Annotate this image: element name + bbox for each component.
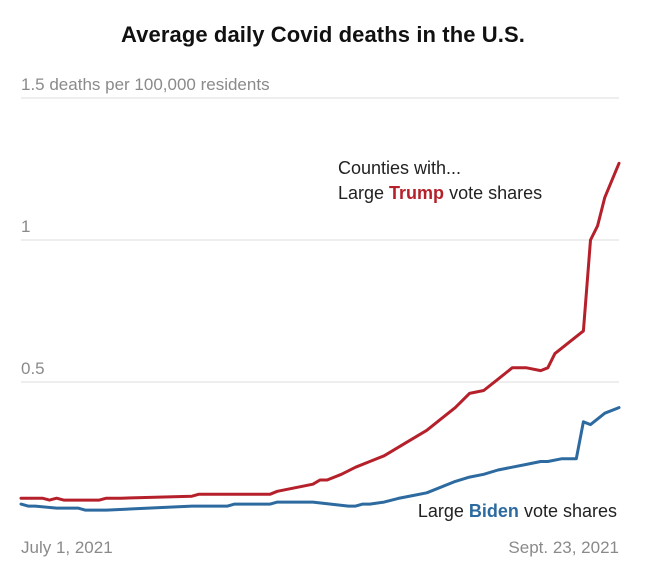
y-tick-label-1: 1 [21,217,30,236]
trump-series-label: Large Trump vote shares [338,183,542,203]
series-lines [19,161,621,512]
trump-label-suffix: vote shares [444,183,542,203]
gridlines [21,97,619,383]
annotation-intro: Counties with... [338,158,461,178]
trump-label-prefix: Large [338,183,389,203]
biden-label-prefix: Large [418,501,469,521]
biden-series-label: Large Biden vote shares [418,501,617,521]
biden-label-highlight: Biden [469,501,519,521]
y-tick-label-2: 0.5 [21,359,45,378]
y-tick-labels: 1.5 deaths per 100,000 residents 1 0.5 [21,75,270,378]
biden-label-suffix: vote shares [519,501,617,521]
x-tick-start: July 1, 2021 [21,538,113,557]
biden-series-line [19,406,621,512]
chart-title: Average daily Covid deaths in the U.S. [121,22,525,47]
y-tick-label-0: 1.5 deaths per 100,000 residents [21,75,270,94]
trump-series-line [19,161,621,502]
x-tick-end: Sept. 23, 2021 [508,538,619,557]
trump-label-highlight: Trump [389,183,444,203]
